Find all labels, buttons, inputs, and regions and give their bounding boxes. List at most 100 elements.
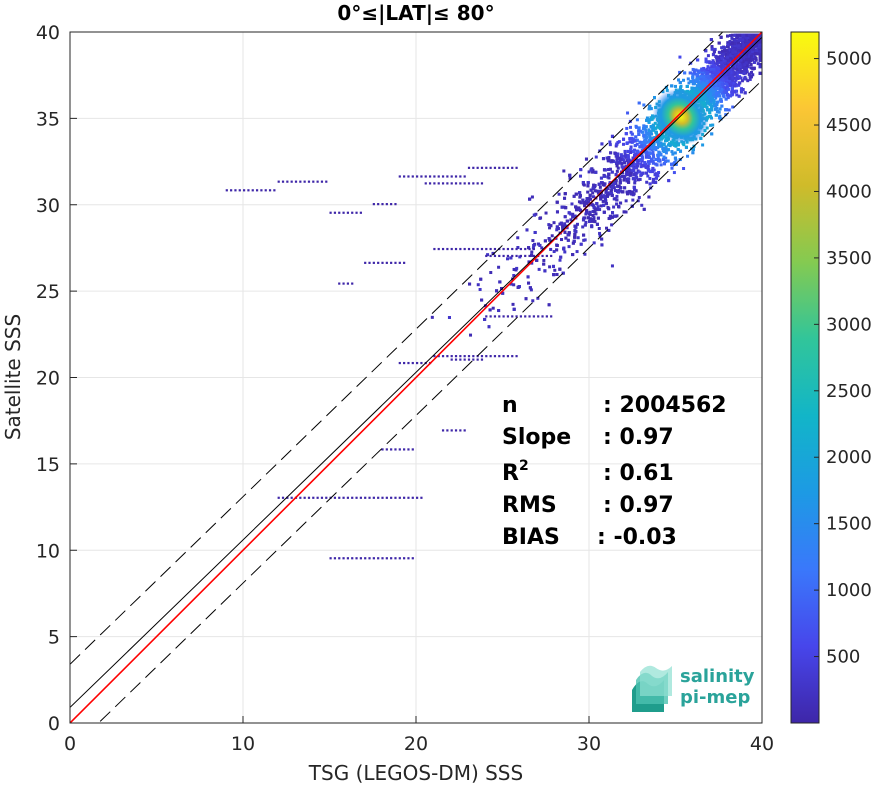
density-cell (726, 44, 730, 48)
density-cell (571, 215, 575, 219)
density-cell (605, 226, 609, 230)
density-cell (616, 166, 620, 170)
density-cell (698, 69, 702, 73)
density-cell (628, 140, 632, 144)
density-cell (719, 88, 723, 92)
density-cell (530, 195, 534, 199)
density-cell (755, 52, 759, 56)
density-cell (691, 67, 695, 71)
density-cell (664, 145, 668, 149)
density-cell (555, 272, 559, 276)
density-cell (582, 201, 586, 205)
density-cell (726, 58, 730, 62)
density-cell (619, 153, 623, 157)
density-cell (714, 113, 718, 117)
density-cell (660, 143, 664, 147)
density-cell (735, 71, 739, 75)
density-cell (615, 214, 619, 218)
density-cell (547, 303, 551, 307)
density-cell (640, 148, 644, 152)
density-cell (606, 159, 610, 163)
density-cell (737, 52, 741, 56)
density-cell (747, 39, 751, 43)
density-cell (710, 67, 714, 71)
density-cell (678, 70, 682, 74)
density-cell (710, 45, 714, 49)
density-cell (726, 61, 730, 65)
density-cell (699, 75, 703, 79)
density-cell (603, 197, 607, 201)
density-cell (589, 202, 593, 206)
density-cell (623, 149, 627, 153)
density-cell (662, 157, 666, 161)
density-cell (581, 198, 585, 202)
density-cell (599, 204, 603, 208)
density-cell (711, 59, 715, 63)
density-cell (591, 186, 595, 190)
density-cell (512, 274, 516, 278)
density-cell (645, 116, 649, 120)
density-cell (727, 108, 731, 112)
density-cell (714, 104, 718, 108)
density-cell (667, 143, 671, 147)
density-cell (730, 44, 734, 48)
density-cell (647, 160, 651, 164)
density-cell (645, 155, 649, 159)
density-cell (623, 186, 627, 190)
density-cell (744, 47, 748, 51)
density-cell (694, 72, 698, 76)
density-cell (721, 93, 725, 97)
density-cell (483, 317, 487, 321)
density-cell (537, 267, 541, 271)
density-cell (651, 151, 655, 155)
density-cell (617, 156, 621, 160)
density-cell (608, 214, 612, 218)
density-cell (644, 162, 648, 166)
density-cell (563, 230, 567, 234)
density-cell (516, 246, 520, 250)
density-cell (618, 189, 622, 193)
density-cell (703, 69, 707, 73)
density-cell (725, 49, 729, 53)
density-cell (679, 86, 683, 90)
density-cell (666, 148, 670, 152)
density-cell (543, 239, 547, 243)
density-cell (673, 151, 677, 155)
density-cell (628, 137, 632, 141)
density-cell (497, 265, 501, 269)
density-cell (608, 140, 612, 144)
density-cell (734, 63, 738, 67)
density-cell (583, 238, 587, 242)
density-cell (718, 90, 722, 94)
density-cell (735, 73, 739, 77)
density-cell (695, 87, 699, 91)
density-cell (710, 108, 714, 112)
density-cell (627, 177, 631, 181)
density-cell (615, 142, 619, 146)
density-cell (698, 88, 702, 92)
density-cell (585, 201, 589, 205)
density-cell (697, 80, 701, 84)
density-cell (559, 221, 563, 225)
density-cell (614, 178, 618, 182)
density-cell (722, 85, 726, 89)
density-cell (720, 91, 724, 95)
density-cell (584, 220, 588, 224)
density-cell (735, 93, 739, 97)
density-cell (754, 38, 758, 42)
density-cell (758, 71, 762, 75)
density-cell (560, 238, 564, 242)
density-cell (730, 76, 734, 80)
density-cell (577, 200, 581, 204)
density-cell (645, 132, 649, 136)
density-cell (715, 62, 719, 66)
density-cell (745, 59, 749, 63)
density-cell (574, 208, 578, 212)
density-cell (530, 250, 534, 254)
density-cell (712, 94, 716, 98)
density-cell (583, 223, 587, 227)
density-cell (637, 158, 641, 162)
density-cell (587, 170, 591, 174)
density-cell (718, 116, 722, 120)
density-cell (702, 66, 706, 70)
